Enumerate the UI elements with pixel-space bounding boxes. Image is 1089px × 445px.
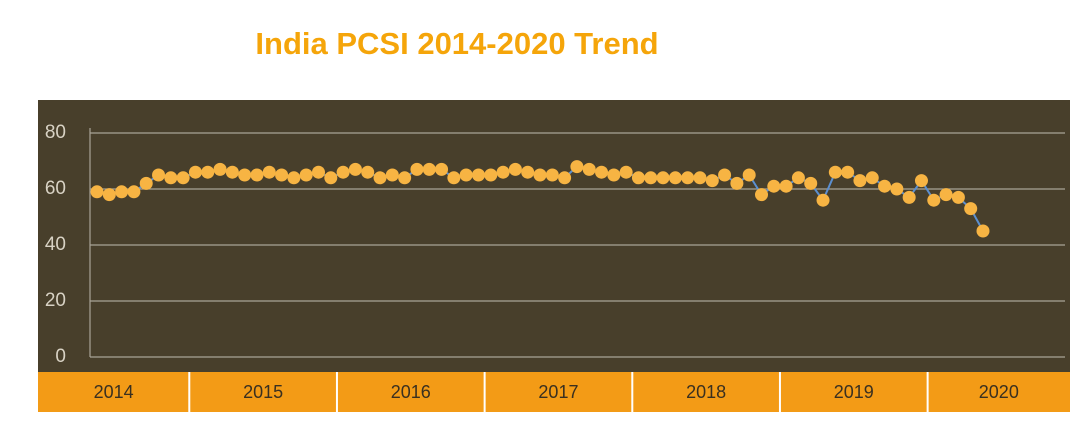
point [791,171,805,185]
y-tick-label: 0 [55,346,66,367]
point [841,165,855,179]
point [336,165,350,179]
point [951,190,965,204]
x-tick-label: 2016 [391,382,431,402]
point [176,171,190,185]
point [139,176,153,190]
point [631,171,645,185]
point [213,162,227,176]
point [127,185,141,199]
x-tick-label: 2015 [243,382,283,402]
point [742,168,756,182]
point [914,174,928,188]
point [262,165,276,179]
point [361,165,375,179]
point [705,174,719,188]
point [422,162,436,176]
point [804,176,818,190]
point [939,188,953,202]
point [656,171,670,185]
point [275,168,289,182]
point [755,188,768,202]
x-tick-label: 2017 [538,382,578,402]
plot-panel [38,100,1070,372]
point [521,165,535,179]
point [779,179,793,193]
point [225,165,239,179]
point [927,193,941,207]
chart-title: India PCSI 2014-2020 Trend [255,26,658,61]
point [238,168,252,182]
point [853,174,867,188]
point [964,202,978,216]
point [324,171,338,185]
x-tick-label: 2019 [834,382,874,402]
point [902,190,916,204]
point [890,182,904,196]
point [644,171,658,185]
y-tick-label: 60 [45,178,66,199]
point [484,168,498,182]
point [816,193,830,207]
x-band [38,372,1070,412]
point [533,168,547,182]
point [976,224,990,238]
y-tick-label: 40 [45,234,66,255]
point [398,171,412,185]
point [188,165,202,179]
point [496,165,510,179]
point [373,171,387,185]
point [865,171,879,185]
x-tick-label: 2020 [979,382,1019,402]
point [152,168,166,182]
point [164,171,178,185]
point [115,185,129,199]
point [545,168,559,182]
point [582,162,596,176]
point [508,162,522,176]
point [471,168,485,182]
point [668,171,682,185]
point [619,165,633,179]
point [607,168,621,182]
point [878,179,892,193]
x-tick-label: 2014 [94,382,134,402]
y-tick-label: 20 [45,290,66,311]
point [459,168,473,182]
point [287,171,301,185]
point [681,171,695,185]
point [595,165,609,179]
point [435,162,449,176]
x-tick-label: 2018 [686,382,726,402]
point [693,171,707,185]
point [201,165,215,179]
point [447,171,461,185]
point [385,168,399,182]
point [312,165,325,179]
point [718,168,732,182]
point [730,176,744,190]
point [90,185,104,199]
y-tick-label: 80 [45,122,66,143]
point [102,188,116,202]
point [348,162,362,176]
point [558,171,572,185]
point [299,168,313,182]
point [828,165,842,179]
point [250,168,264,182]
point [570,160,584,174]
point [410,162,424,176]
point [767,179,781,193]
